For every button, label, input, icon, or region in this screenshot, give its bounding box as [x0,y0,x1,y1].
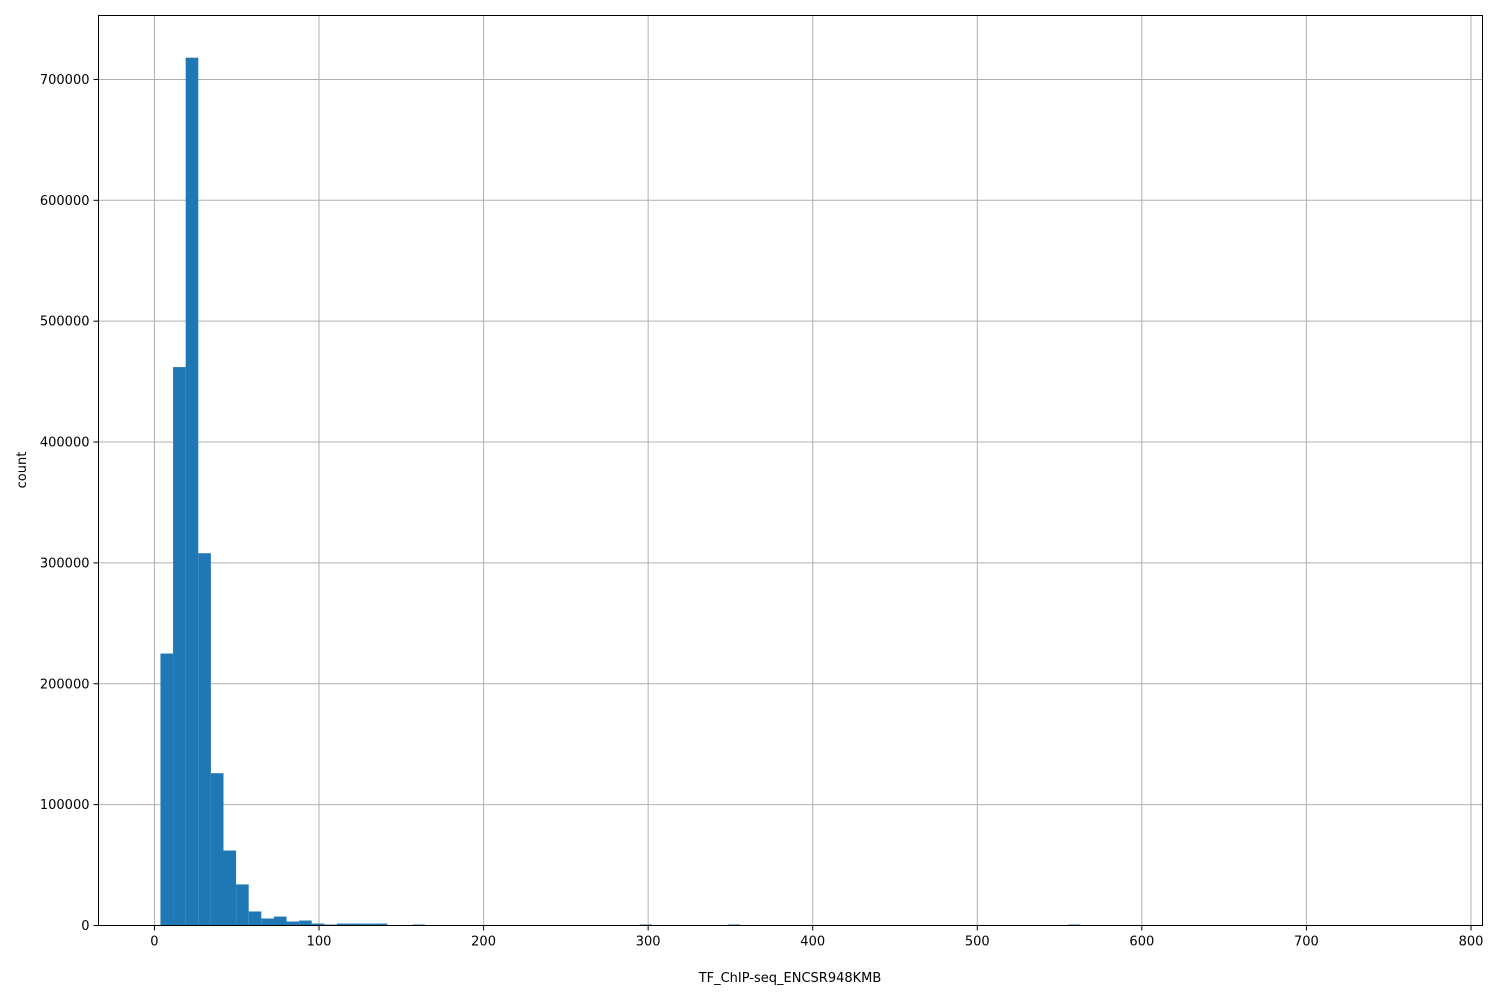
histogram-bar [223,850,237,926]
y-tick-label: 200000 [40,677,90,692]
histogram-bar [299,920,312,926]
grid [98,15,1483,926]
x-tick-label: 0 [150,935,158,950]
histogram-bar [374,923,388,926]
histogram-bar [236,884,249,926]
x-tick-label: 700 [1294,935,1319,950]
x-axis-label: TF_ChIP-seq_ENCSR948KMB [698,971,882,986]
histogram-bar [286,921,300,926]
x-tick-label: 100 [307,935,332,950]
y-tick-label: 100000 [40,798,90,813]
histogram-bar [160,653,174,926]
histogram-bar [273,916,287,926]
histogram-bar [362,923,375,926]
x-tick-label: 400 [800,935,825,950]
y-tick-label: 500000 [40,315,90,330]
histogram-bar [336,923,350,926]
y-axis-ticks: 0 100000 200000 300000 400000 500000 600000 700… [40,73,99,934]
y-tick-label: 700000 [40,73,90,88]
x-tick-label: 500 [965,935,990,950]
histogram-bar [248,911,262,926]
x-tick-label: 200 [471,935,496,950]
y-tick-label: 600000 [40,194,90,209]
x-tick-label: 300 [636,935,661,950]
bars [160,57,1081,926]
x-tick-label: 600 [1129,935,1154,950]
histogram-bar [198,553,211,926]
x-axis-ticks: 0 100 200 300 400 500 600 700 800 [150,925,1484,950]
histogram-bar [185,57,199,926]
histogram-bar [349,923,363,926]
y-axis-label: count [15,452,30,489]
y-tick-label: 0 [81,919,89,934]
x-tick-label: 800 [1459,935,1484,950]
histogram-bar [210,773,224,926]
histogram-bar [173,367,186,926]
plot-frame [98,15,1483,926]
y-tick-label: 300000 [40,556,90,571]
histogram-bar [261,918,274,926]
histogram-bar [311,923,325,926]
y-tick-label: 400000 [40,436,90,451]
